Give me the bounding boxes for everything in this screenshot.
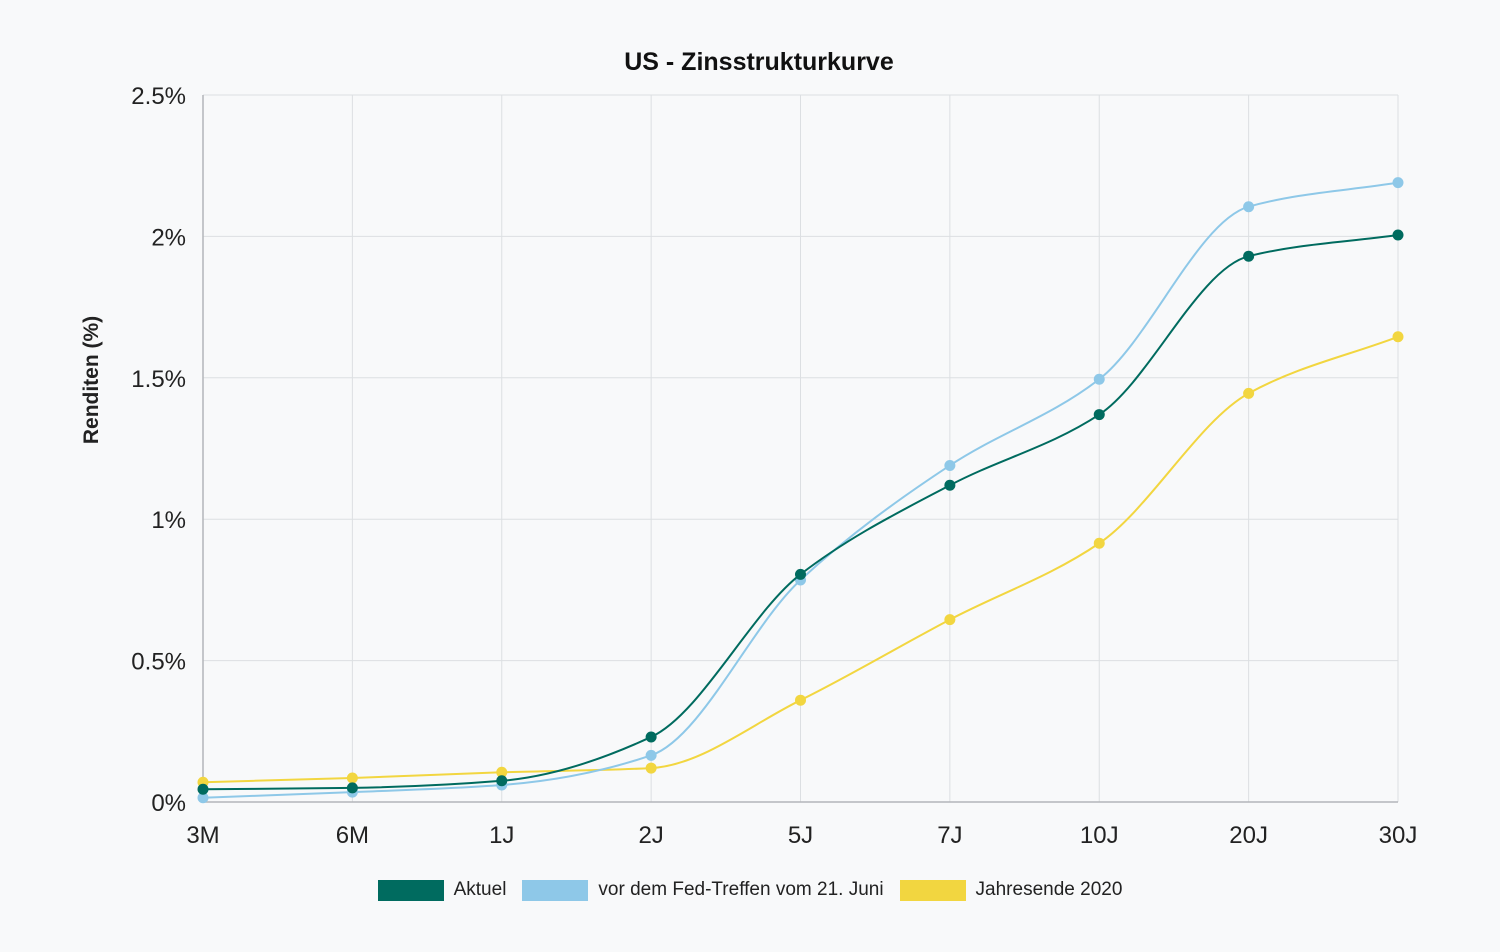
data-point <box>1243 201 1255 213</box>
axes <box>202 95 1398 803</box>
grid <box>203 94 1399 802</box>
y-tick-label: 1% <box>151 507 186 534</box>
x-tick-label: 1J <box>489 822 514 849</box>
y-axis-label: Renditen (%) <box>80 316 103 444</box>
chart-title: US - Zinsstrukturkurve <box>624 48 894 76</box>
y-tick-label: 2% <box>151 224 186 251</box>
data-point <box>795 568 806 580</box>
data-point <box>496 766 508 778</box>
data-point <box>1093 373 1105 385</box>
series-vor-dem-fed-treffen-vom-21-juni <box>197 177 1404 804</box>
data-point <box>645 762 657 774</box>
x-tick-label: 30J <box>1379 822 1418 849</box>
y-tick-label: 0% <box>151 790 186 817</box>
data-point <box>1093 537 1105 549</box>
legend-item[interactable]: Aktuel <box>377 879 507 901</box>
data-point <box>1392 331 1404 343</box>
x-tick-label: 6M <box>336 822 369 849</box>
legend-label: Jahresende 2020 <box>975 879 1123 900</box>
y-tick-labels: 0% 0.5% 1% 1.5% 2% 2.5% <box>131 83 186 817</box>
data-point <box>1243 387 1255 399</box>
data-point <box>346 772 358 784</box>
legend-label: vor dem Fed-Treffen vom 21. Juni <box>598 879 884 900</box>
x-tick-label: 2J <box>638 822 663 849</box>
y-tick-label: 1.5% <box>131 366 186 393</box>
data-point <box>346 782 358 794</box>
x-tick-labels: 3M 6M 1J 2J 5J 7J 10J 20J 30J <box>186 822 1417 849</box>
legend-swatch <box>377 879 444 901</box>
y-tick-label: 0.5% <box>131 649 186 676</box>
data-point <box>1392 177 1404 189</box>
data-point <box>496 775 508 787</box>
data-point <box>645 731 657 743</box>
data-point <box>197 783 209 795</box>
x-tick-label: 10J <box>1080 822 1119 849</box>
data-point <box>1392 229 1404 241</box>
data-point <box>795 694 806 706</box>
data-point <box>944 479 956 491</box>
legend-swatch <box>899 879 966 901</box>
legend: Aktuel vor dem Fed-Treffen vom 21. Juni Ja… <box>0 873 1500 907</box>
legend-label: Aktuel <box>453 879 507 900</box>
data-point <box>1093 409 1105 421</box>
x-tick-label: 3M <box>186 822 219 849</box>
legend-swatch <box>522 879 589 901</box>
series-layer <box>197 177 1404 804</box>
series-aktuel <box>197 229 1404 795</box>
data-point <box>944 614 956 626</box>
data-point <box>1243 250 1255 262</box>
data-point <box>645 749 657 761</box>
data-point <box>197 792 209 804</box>
legend-item[interactable]: Jahresende 2020 <box>899 879 1123 901</box>
x-tick-label: 5J <box>788 822 813 849</box>
data-point <box>944 459 956 471</box>
x-tick-label: 20J <box>1229 822 1268 849</box>
legend-item[interactable]: vor dem Fed-Treffen vom 21. Juni <box>522 879 884 901</box>
y-tick-label: 2.5% <box>131 83 186 110</box>
x-tick-label: 7J <box>937 822 962 849</box>
